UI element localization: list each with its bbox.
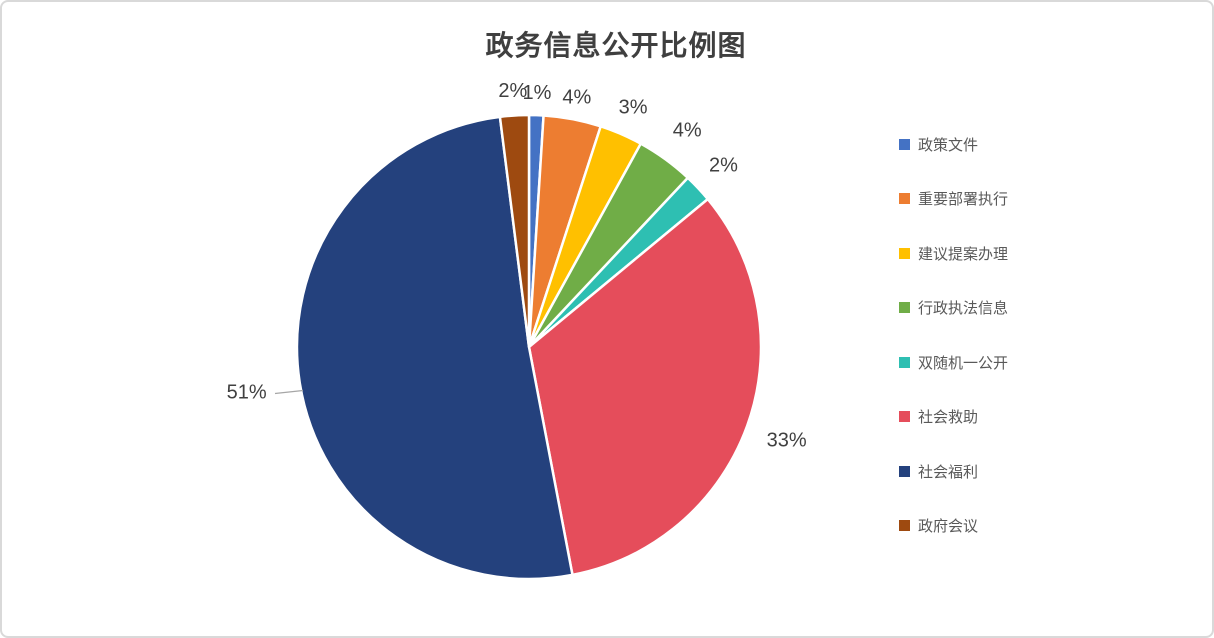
legend-item-4: 双随机一公开	[899, 352, 1008, 372]
chart-legend: 政策文件重要部署执行 建议提案办理 行政执法信息 双随机一公开 社会救助社会福利政府会议	[899, 134, 1008, 536]
legend-swatch-icon	[899, 356, 910, 368]
legend-item-label: 社会救助	[918, 408, 979, 426]
data-label-7: 2%	[498, 80, 527, 102]
legend-item-1: 重要部署执行	[899, 189, 1008, 209]
legend-item-label: 建议提案办理	[918, 244, 1009, 263]
legend-swatch-icon	[899, 302, 910, 313]
data-label-0: 1%	[523, 82, 552, 104]
legend-item-label: 重要部署执行	[918, 190, 1009, 208]
data-label-4: 2%	[709, 154, 738, 176]
data-label-1: 4%	[562, 86, 591, 108]
legend-item-label: 政府会议	[918, 517, 979, 535]
legend-item-6: 社会福利	[899, 461, 1008, 481]
legend-item-label: 社会福利	[918, 462, 979, 481]
legend-swatch-icon	[899, 465, 910, 477]
legend-item-label: 双随机一公开	[918, 353, 1009, 372]
legend-item-label: 行政执法信息	[918, 299, 1009, 317]
data-label-6: 51%	[227, 382, 267, 404]
pie-slice-5	[527, 197, 763, 577]
pie-slice-7	[498, 113, 531, 349]
data-label-2: 3%	[619, 96, 648, 118]
data-label-5: 33%	[767, 430, 807, 452]
legend-item-3: 行政执法信息	[899, 298, 1008, 318]
legend-item-2: 建议提案办理	[899, 243, 1008, 263]
leader-line	[274, 389, 304, 395]
legend-item-5: 社会救助	[899, 407, 1008, 427]
legend-swatch-icon	[899, 138, 910, 150]
legend-item-7: 政府会议	[899, 516, 1008, 536]
legend-swatch-icon	[899, 520, 910, 531]
data-label-3: 4%	[673, 119, 702, 141]
legend-swatch-icon	[899, 193, 910, 204]
legend-item-label: 政策文件	[918, 135, 979, 154]
legend-item-0: 政策文件	[899, 134, 1008, 154]
legend-swatch-icon	[899, 247, 910, 259]
pie-slice-6	[295, 115, 574, 581]
legend-swatch-icon	[899, 411, 910, 422]
